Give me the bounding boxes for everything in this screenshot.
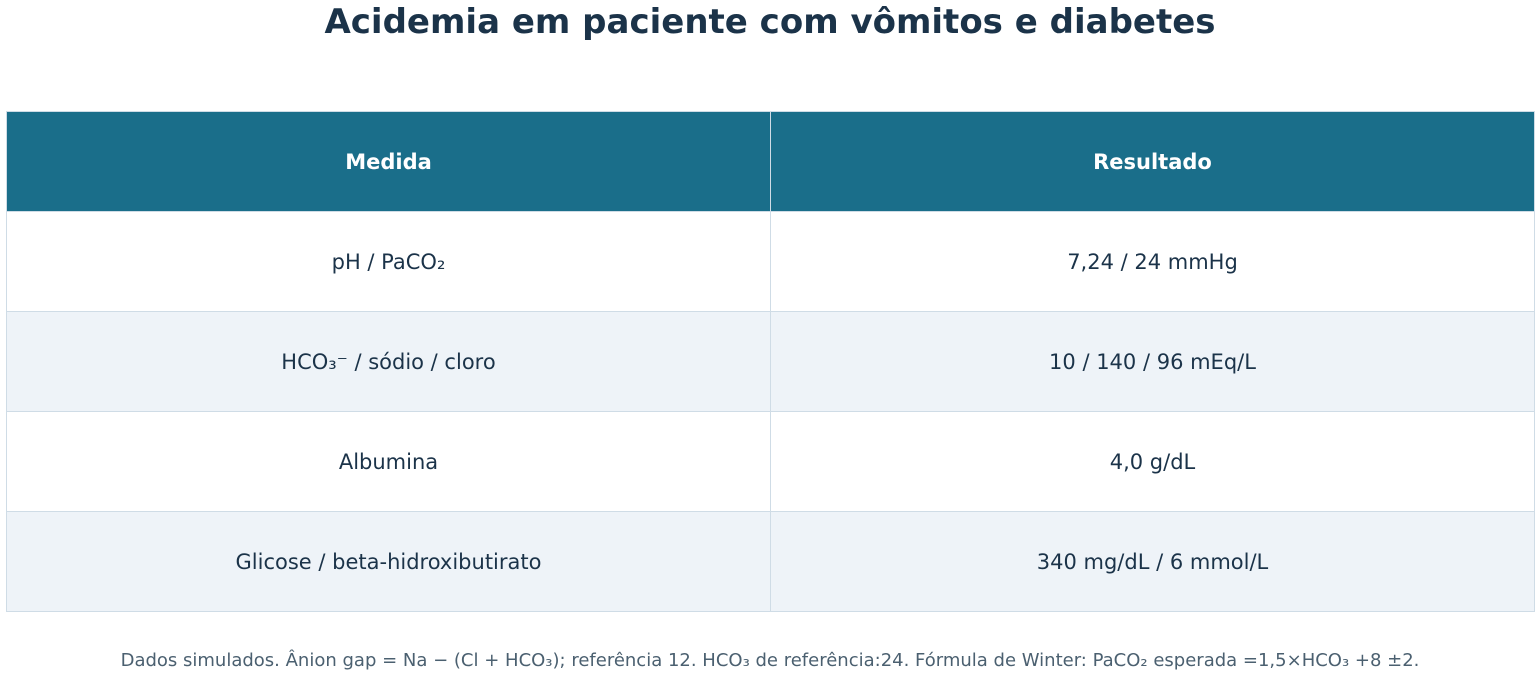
cell: 4,0 g/dL — [770, 411, 1535, 512]
cell: 340 mg/dL / 6 mmol/L — [770, 511, 1535, 612]
cell: 10 / 140 / 96 mEq/L — [770, 311, 1535, 412]
row: HCO₃⁻ / sódio / cloro 10 / 140 / 96 mEq/L — [6, 311, 1535, 412]
title: Acidemia em paciente com vômitos e diabe… — [324, 2, 1216, 42]
cell: pH / PaCO₂ — [6, 211, 771, 312]
row: pH / PaCO₂ 7,24 / 24 mmHg — [6, 211, 1535, 312]
cell: 7,24 / 24 mmHg — [770, 211, 1535, 312]
cell: Albumina — [6, 411, 771, 512]
footnote: Dados simulados. Ânion gap = Na − (Cl + … — [120, 650, 1420, 671]
cell: HCO₃⁻ / sódio / cloro — [6, 311, 771, 412]
header-cell: Medida — [6, 111, 771, 212]
row: Glicose / beta-hidroxibutirato 340 mg/dL … — [6, 511, 1535, 612]
header-row: Medida Resultado — [6, 111, 1535, 212]
cell: Glicose / beta-hidroxibutirato — [6, 511, 771, 612]
row: Albumina 4,0 g/dL — [6, 411, 1535, 512]
header-cell: Resultado — [770, 111, 1535, 212]
table: Medida Resultado pH / PaCO₂ 7,24 / 24 mmHg H… — [6, 111, 1535, 612]
